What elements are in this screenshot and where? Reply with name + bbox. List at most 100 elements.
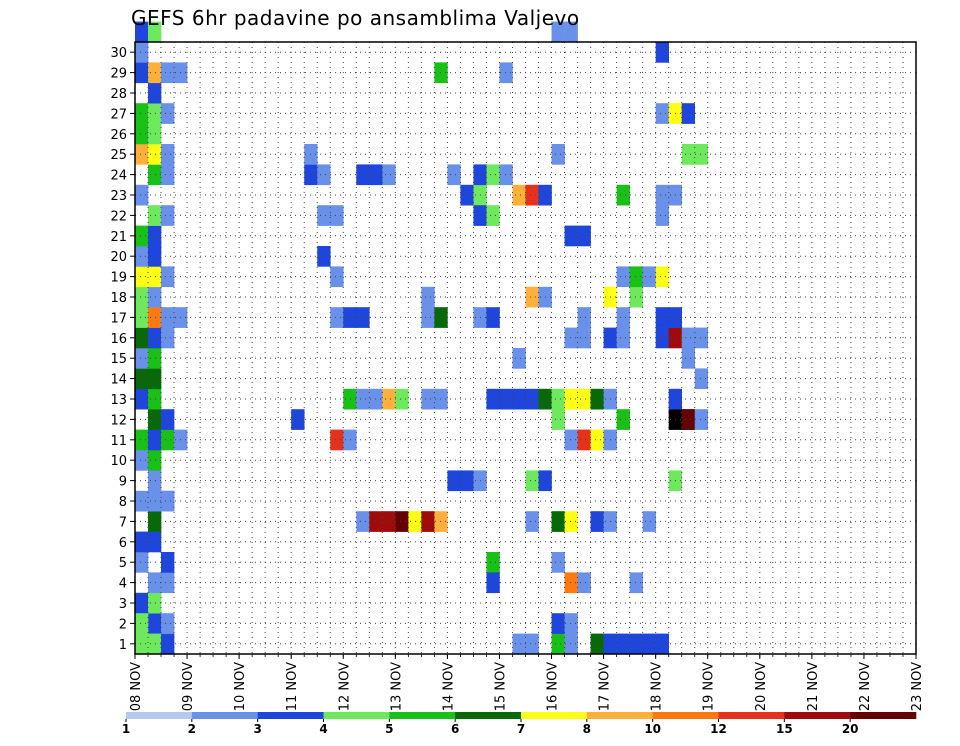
heatmap-cell xyxy=(382,511,396,532)
heatmap-cell xyxy=(161,490,175,512)
heatmap-cell xyxy=(330,429,344,451)
heatmap-cell xyxy=(135,123,149,145)
heatmap-cell xyxy=(161,552,175,573)
heatmap-cell xyxy=(161,62,175,84)
x-tick-label: 22 NOV xyxy=(858,662,873,711)
heatmap-cell xyxy=(551,511,565,532)
y-tick-label: 28 xyxy=(110,87,127,102)
heatmap-cell xyxy=(148,82,162,104)
heatmap-cell xyxy=(525,388,539,410)
heatmap-cell xyxy=(447,470,461,492)
chart-title: GEFS 6hr padavine po ansamblima Valjevo xyxy=(131,6,580,30)
heatmap-cell xyxy=(434,388,448,410)
heatmap-cell xyxy=(317,164,331,186)
heatmap-cell xyxy=(148,103,162,124)
heatmap-cell xyxy=(148,531,162,553)
heatmap-cell xyxy=(486,388,500,410)
y-tick-label: 6 xyxy=(119,536,127,551)
heatmap-cell xyxy=(148,246,162,267)
y-tick-label: 30 xyxy=(110,46,127,61)
heatmap-cell xyxy=(655,266,669,288)
y-tick-label: 4 xyxy=(119,577,127,592)
x-tick-label: 23 NOV xyxy=(910,662,925,711)
heatmap-cell xyxy=(135,246,149,267)
heatmap-cell xyxy=(577,225,591,247)
heatmap-cell xyxy=(655,307,669,328)
y-tick-label: 18 xyxy=(110,291,127,306)
heatmap-cell xyxy=(135,450,149,471)
heatmap-cell xyxy=(655,42,669,63)
y-tick-label: 14 xyxy=(110,373,127,388)
heatmap-cell xyxy=(382,164,396,186)
heatmap-cell xyxy=(356,388,370,410)
heatmap-cell xyxy=(577,429,591,451)
heatmap-cell xyxy=(161,307,175,328)
heatmap-cell xyxy=(148,368,162,390)
heatmap-cell xyxy=(681,409,696,430)
heatmap-cell xyxy=(486,164,500,186)
heatmap-cell xyxy=(161,164,175,186)
y-tick-label: 16 xyxy=(110,332,127,347)
y-tick-label: 24 xyxy=(110,169,127,184)
heatmap-cell xyxy=(148,388,162,410)
heatmap-cell xyxy=(148,327,162,349)
legend-swatch xyxy=(389,712,456,719)
y-tick-label: 7 xyxy=(119,515,127,530)
y-tick-label: 23 xyxy=(110,189,127,204)
heatmap-cell xyxy=(382,388,396,410)
x-tick-label: 15 NOV xyxy=(493,662,508,711)
heatmap-cell xyxy=(148,225,162,247)
heatmap-cell xyxy=(291,409,305,430)
heatmap-cell xyxy=(395,511,409,532)
heatmap-cell xyxy=(330,205,344,226)
heatmap-cell xyxy=(421,511,435,532)
heatmap-cell xyxy=(642,633,656,655)
heatmap-cell xyxy=(148,164,162,186)
legend-label: 1 xyxy=(122,722,130,736)
heatmap-cell xyxy=(161,144,175,165)
heatmap-cell xyxy=(616,307,630,328)
heatmap-cell xyxy=(512,184,526,206)
heatmap-cell xyxy=(486,552,500,573)
heatmap-cell xyxy=(525,633,539,655)
heatmap-cell xyxy=(694,409,709,430)
legend-swatch xyxy=(784,712,851,719)
legend-swatch xyxy=(323,712,390,719)
heatmap-cell xyxy=(421,286,435,308)
heatmap-cell xyxy=(343,429,357,451)
legend-swatch xyxy=(126,712,193,719)
heatmap-cell xyxy=(551,552,565,573)
heatmap-cell xyxy=(564,327,578,349)
y-tick-label: 10 xyxy=(110,454,127,469)
x-tick-label: 20 NOV xyxy=(754,662,769,711)
legend-label: 5 xyxy=(385,722,393,736)
heatmap-cell xyxy=(356,307,370,328)
y-tick-label: 3 xyxy=(119,597,127,612)
heatmap-cell xyxy=(577,327,591,349)
legend-label: 2 xyxy=(188,722,196,736)
heatmap-cell xyxy=(395,388,409,410)
heatmap-cell xyxy=(694,327,709,349)
y-tick-label: 12 xyxy=(110,413,127,428)
heatmap-cell xyxy=(564,572,578,594)
heatmap-cell xyxy=(135,613,149,634)
y-tick-label: 9 xyxy=(119,475,127,490)
heatmap-cell xyxy=(148,450,162,471)
heatmap-cell xyxy=(681,144,696,165)
heatmap-cell xyxy=(161,633,175,655)
legend-label: 8 xyxy=(583,722,591,736)
heatmap-cell xyxy=(564,633,578,655)
legend-swatch xyxy=(455,712,522,719)
heatmap-cell xyxy=(135,266,149,288)
y-tick-label: 29 xyxy=(110,67,127,82)
legend-label: 3 xyxy=(253,722,261,736)
heatmap-cell xyxy=(135,592,149,614)
heatmap-cell xyxy=(148,490,162,512)
heatmap-cell xyxy=(135,307,149,328)
heatmap-cell xyxy=(148,62,162,84)
heatmap-cell xyxy=(564,511,578,532)
legend-swatch xyxy=(257,712,324,719)
heatmap-cell xyxy=(135,633,149,655)
heatmap-cell xyxy=(135,144,149,165)
